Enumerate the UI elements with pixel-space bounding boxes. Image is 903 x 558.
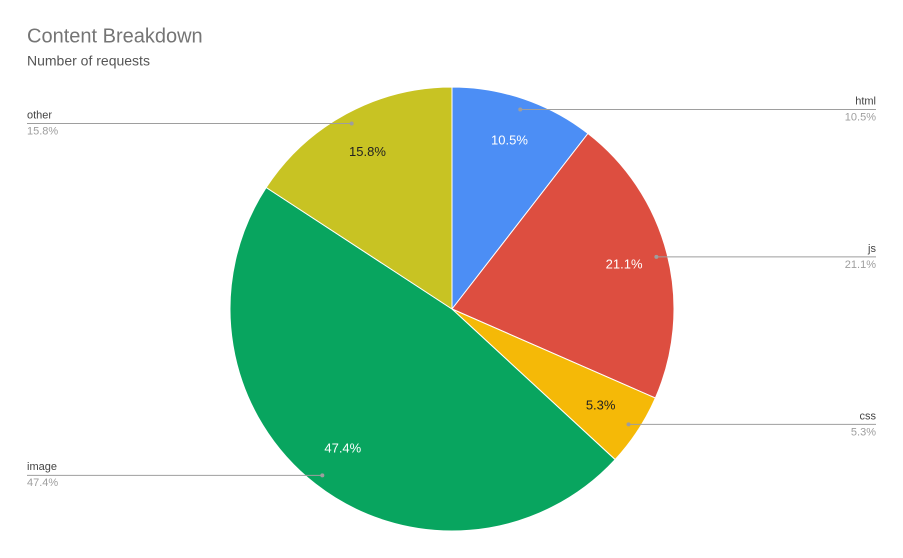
legend-label: css [860,410,877,422]
legend-value: 5.3% [851,426,876,438]
legend-value: 21.1% [845,259,876,271]
slice-label: 10.5% [491,132,528,147]
legend-label: js [867,243,876,255]
legend-label: html [855,95,876,107]
leader-dot [654,254,659,259]
pie-slice [229,186,616,532]
slice-label: 21.1% [606,257,643,272]
leader-dot [626,422,631,427]
leader-dot [320,473,325,478]
legend-value: 15.8% [27,125,58,137]
leader-dot [518,107,523,112]
leader-dot [349,121,354,126]
chart-title: Content Breakdown [27,25,203,47]
pie-slice [265,86,453,310]
chart-subtitle: Number of requests [27,53,150,69]
slice-label: 15.8% [349,144,386,159]
legend-value: 10.5% [845,111,876,123]
legend-label: image [27,461,57,473]
legend-label: other [27,109,52,121]
legend-value: 47.4% [27,477,58,489]
slice-label: 5.3% [586,398,616,413]
pie-slice [451,132,675,399]
slice-label: 47.4% [324,440,361,455]
pie-slice [451,86,589,311]
